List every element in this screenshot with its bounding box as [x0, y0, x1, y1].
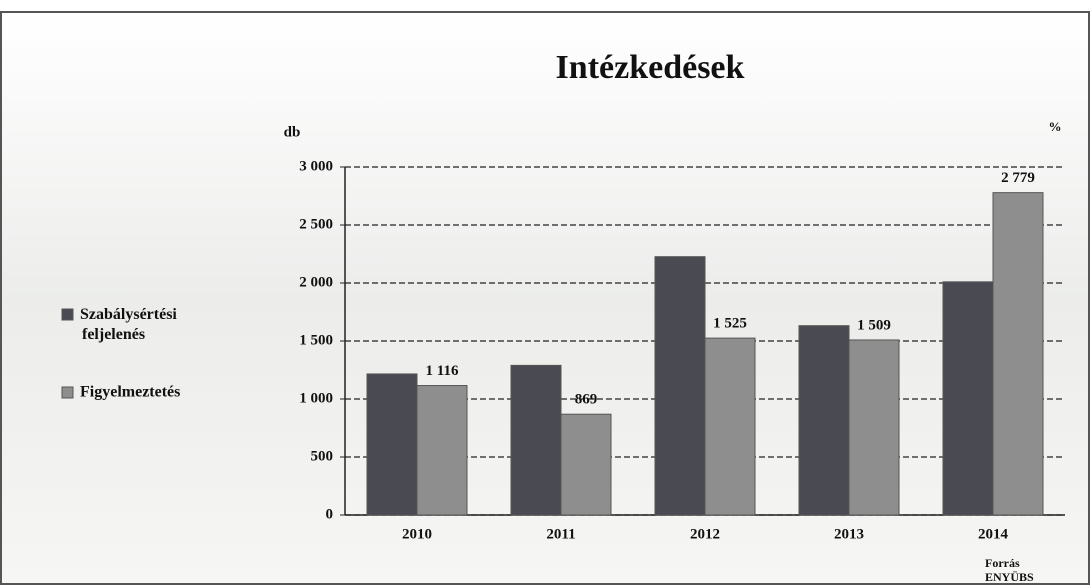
x-tick-label: 2013	[834, 526, 864, 542]
y-tick-label: 3 000	[299, 158, 333, 174]
y-tick-label: 2 500	[299, 216, 333, 232]
legend-label: Figyelmeztetés	[80, 384, 180, 401]
data-label: 2 779	[1001, 170, 1035, 186]
y-axis-label: db	[284, 124, 301, 140]
legend-swatch	[61, 308, 74, 321]
data-label: 869	[575, 392, 598, 408]
y-tick-label: 1 000	[299, 390, 333, 406]
bar	[704, 337, 756, 516]
bar	[560, 413, 612, 516]
x-tick-label: 2010	[402, 526, 432, 542]
data-label: 1 509	[857, 317, 891, 333]
source: ENYÜBS	[985, 570, 1034, 584]
x-tick-label: 2012	[690, 526, 720, 542]
bar	[366, 373, 418, 516]
bar	[942, 281, 994, 516]
source: Forrás	[985, 556, 1020, 570]
bar	[510, 364, 562, 516]
y-tick-label: 1 500	[299, 332, 333, 348]
y-tick-label: 500	[311, 448, 334, 464]
bar	[654, 256, 706, 516]
bar	[848, 339, 900, 516]
legend-swatch	[61, 386, 74, 399]
data-label: 1 116	[426, 363, 459, 379]
y-tick-label: 0	[326, 506, 334, 522]
bar	[992, 192, 1044, 516]
data-label: 1 525	[713, 316, 747, 332]
chart-title: Intézkedések	[556, 49, 745, 86]
x-tick-label: 2011	[546, 526, 575, 542]
x-tick-label: 2014	[978, 526, 1009, 542]
bar	[798, 325, 850, 516]
y-tick-label: 2 000	[299, 274, 333, 290]
bar	[416, 385, 468, 516]
y2-axis-label: %	[1049, 119, 1062, 134]
legend-label: Szabálysértési feljelenés	[80, 306, 177, 343]
